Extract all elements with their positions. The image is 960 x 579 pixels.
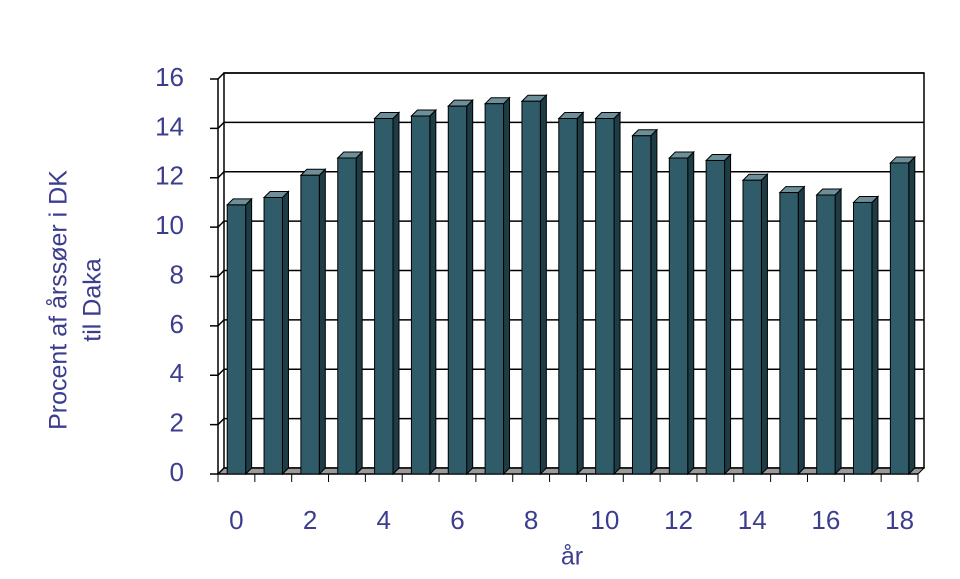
- bar-side: [355, 150, 363, 476]
- bar-side: [576, 111, 584, 476]
- bar: [816, 194, 836, 475]
- bar: [853, 201, 873, 475]
- x-tick-label: 16: [811, 505, 840, 535]
- bar: [668, 157, 689, 475]
- bar: [374, 118, 394, 475]
- bar-side: [429, 108, 437, 476]
- y-tick-label: 2: [170, 408, 184, 438]
- bar: [558, 118, 578, 475]
- bar: [705, 159, 726, 475]
- bar-side: [613, 111, 621, 476]
- grid-line: [217, 72, 924, 80]
- y-tick-label: 8: [170, 259, 184, 289]
- bar-side: [392, 111, 400, 476]
- bar-side: [871, 195, 879, 476]
- bar: [595, 118, 615, 475]
- bar: [779, 192, 799, 475]
- bar: [410, 115, 431, 475]
- bar-side: [724, 153, 732, 476]
- x-tick-label: 12: [664, 505, 693, 535]
- y-tick-label: 4: [170, 358, 184, 388]
- bar: [226, 204, 247, 475]
- bar: [631, 135, 652, 475]
- bar: [447, 105, 468, 475]
- bar: [337, 157, 357, 475]
- y-tick-label: 12: [155, 161, 184, 191]
- x-tick-label: 8: [524, 505, 538, 535]
- bar-side: [503, 96, 511, 476]
- bar-side: [318, 168, 326, 476]
- bar-side: [760, 173, 768, 476]
- bar: [742, 179, 762, 475]
- x-tick-label: 2: [303, 505, 317, 535]
- bar-side: [834, 187, 842, 476]
- y-tick-label: 6: [170, 309, 184, 339]
- y-tick-label: 16: [155, 62, 184, 92]
- y-axis-label: til Daka: [79, 258, 107, 341]
- x-axis-label: år: [561, 543, 583, 571]
- x-tick-label: 14: [738, 505, 767, 535]
- bar-side: [797, 185, 805, 476]
- bar-side: [539, 94, 547, 476]
- y-tick-label: 14: [155, 111, 184, 141]
- bar: [300, 174, 320, 475]
- bar-side: [687, 150, 695, 476]
- x-tick-label: 0: [229, 505, 243, 535]
- bar: [521, 100, 541, 475]
- bar-side: [650, 128, 658, 476]
- bar-side: [245, 197, 253, 476]
- bar: [889, 162, 910, 475]
- x-tick-label: 4: [377, 505, 391, 535]
- x-tick-label: 6: [450, 505, 464, 535]
- x-tick-label: 10: [590, 505, 619, 535]
- bar-side: [908, 155, 916, 476]
- grid-line: [217, 121, 924, 129]
- bar-side: [466, 98, 474, 476]
- bar-side: [281, 190, 289, 476]
- y-tick-label: 0: [170, 457, 184, 487]
- bar: [484, 103, 505, 475]
- x-tick-label: 18: [885, 505, 914, 535]
- y-tick-label: 10: [155, 210, 184, 240]
- y-axis-label: Procent af årssøer i DK: [45, 170, 73, 430]
- bar: [263, 197, 283, 475]
